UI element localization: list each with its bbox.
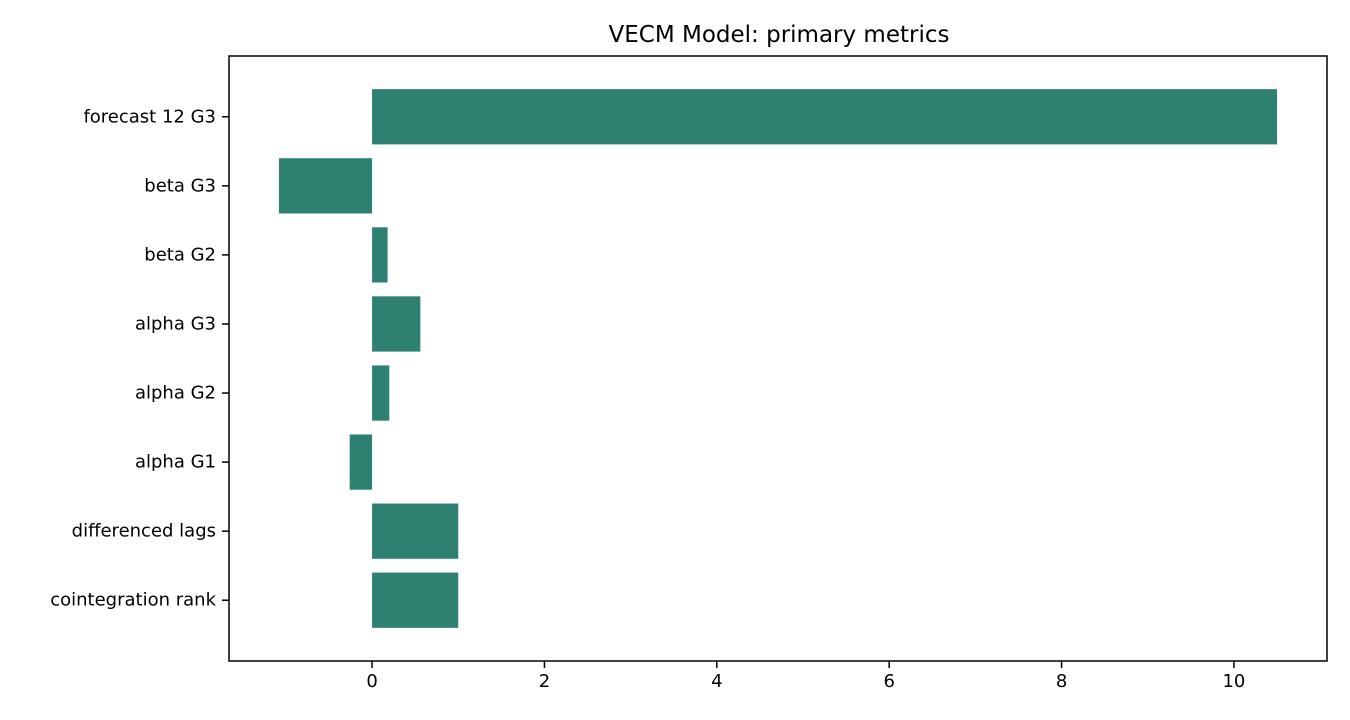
bar-beta-G3 (278, 158, 373, 214)
chart-title: VECM Model: primary metrics (609, 22, 950, 48)
y-tick-label: alpha G2 (135, 383, 216, 404)
y-tick-label: alpha G3 (135, 313, 216, 334)
y-tick-label: cointegration rank (50, 590, 216, 611)
bar-differenced-lags (372, 503, 459, 559)
bar-cointegration-rank (372, 572, 459, 628)
y-tick-label: alpha G1 (135, 452, 216, 473)
x-tick-label: 8 (1056, 671, 1067, 692)
y-tick-label: beta G2 (144, 244, 216, 265)
y-tick-label: differenced lags (72, 521, 216, 542)
x-tick-label: 10 (1222, 671, 1245, 692)
y-tick-label: beta G3 (144, 175, 216, 196)
x-axis: 0 2 4 6 8 10 (366, 661, 1245, 692)
y-axis: cointegration rank differenced lags alpha … (50, 106, 229, 611)
x-tick-label: 0 (366, 671, 377, 692)
bar-forecast-12-G3 (372, 89, 1278, 145)
x-tick-label: 4 (711, 671, 722, 692)
bar-alpha-G2 (372, 365, 390, 421)
x-tick-label: 2 (539, 671, 550, 692)
bar-alpha-G1 (349, 434, 373, 490)
y-tick-label: forecast 12 G3 (83, 106, 216, 127)
bars-group (278, 89, 1278, 628)
bar-beta-G2 (372, 227, 388, 283)
plot-frame (228, 55, 1328, 662)
x-tick-label: 6 (883, 671, 894, 692)
bar-alpha-G3 (372, 296, 421, 352)
